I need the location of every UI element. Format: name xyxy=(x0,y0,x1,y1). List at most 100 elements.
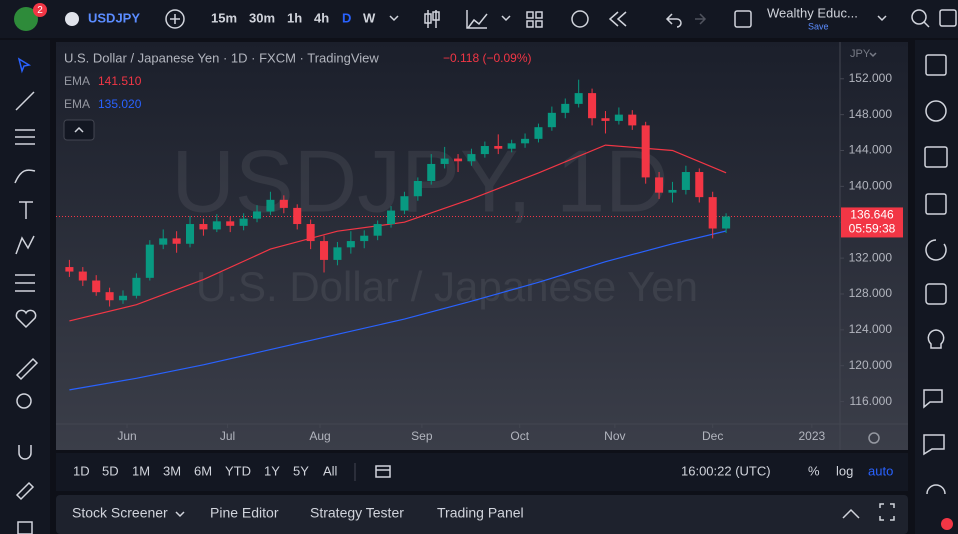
clock[interactable]: 16:00:22 (UTC) xyxy=(681,463,771,478)
candle-body xyxy=(279,199,288,208)
candle-body xyxy=(346,241,355,248)
candle-body xyxy=(601,118,610,121)
trend-line-tool[interactable] xyxy=(15,91,35,111)
y-tick-label: 120.000 xyxy=(849,358,893,372)
calendar[interactable] xyxy=(925,283,947,305)
candle-body xyxy=(253,211,262,219)
candle-body xyxy=(655,177,664,193)
watchlist[interactable] xyxy=(925,54,947,76)
layouts[interactable] xyxy=(526,11,543,28)
auto-toggle[interactable]: auto xyxy=(868,463,893,478)
search[interactable] xyxy=(911,9,927,25)
currency[interactable]: JPY xyxy=(850,48,871,60)
legend-name: EMA xyxy=(64,97,90,111)
chart-type[interactable] xyxy=(424,10,440,28)
candle-body xyxy=(668,189,677,193)
interval-menu[interactable] xyxy=(389,15,399,22)
news[interactable] xyxy=(924,146,948,168)
panel-tab[interactable]: Strategy Tester xyxy=(310,505,404,521)
layout-name[interactable]: Wealthy Educ... xyxy=(767,5,858,20)
interval[interactable]: D xyxy=(342,10,351,25)
range-button[interactable]: 5D xyxy=(102,463,119,478)
candle-body xyxy=(333,247,342,260)
brush-tool[interactable] xyxy=(14,169,36,184)
candle-body xyxy=(145,244,154,278)
alert[interactable] xyxy=(571,10,589,28)
streams[interactable] xyxy=(923,434,945,456)
favorites-tool[interactable] xyxy=(15,309,37,329)
logo[interactable] xyxy=(14,7,38,31)
text-tool[interactable] xyxy=(19,201,33,219)
select-layout[interactable] xyxy=(734,10,752,28)
percent-toggle[interactable]: % xyxy=(808,463,820,478)
fib-tool[interactable] xyxy=(15,129,35,145)
candle-body xyxy=(534,127,543,139)
interval[interactable]: 1h xyxy=(287,10,302,25)
ideas[interactable] xyxy=(927,329,945,349)
candle-body xyxy=(185,224,195,244)
save[interactable]: Save xyxy=(808,21,829,31)
range-button[interactable]: 1Y xyxy=(264,463,280,478)
cursor-tool[interactable] xyxy=(17,57,32,74)
candle-body xyxy=(708,197,717,229)
collapse-legend[interactable] xyxy=(63,119,95,141)
range-button[interactable]: 5Y xyxy=(293,463,309,478)
collapse-panel[interactable] xyxy=(842,508,860,519)
watermark-symbol: USDJPY, 1D xyxy=(171,131,668,230)
currency-menu xyxy=(869,52,877,58)
range-button[interactable]: YTD xyxy=(225,463,251,478)
symbol[interactable]: USDJPY xyxy=(88,10,140,25)
broadcast[interactable] xyxy=(926,484,946,495)
lock-icon[interactable] xyxy=(17,521,33,534)
undo[interactable] xyxy=(665,13,682,28)
date-range[interactable] xyxy=(375,465,391,478)
candle-body xyxy=(695,172,704,198)
x-tick-label: Oct xyxy=(510,429,529,443)
range-button[interactable]: 1D xyxy=(73,463,90,478)
candle-body xyxy=(400,196,409,211)
prediction-tool[interactable] xyxy=(15,274,35,292)
range-button[interactable]: 3M xyxy=(163,463,181,478)
y-tick-label: 144.000 xyxy=(849,143,893,157)
badge xyxy=(33,3,47,17)
candle-body xyxy=(92,280,101,293)
alerts[interactable] xyxy=(925,100,947,122)
lock-tool[interactable] xyxy=(15,481,35,501)
range-button[interactable]: 6M xyxy=(194,463,212,478)
add-symbol[interactable] xyxy=(165,9,185,29)
legend-value: 135.020 xyxy=(98,97,142,111)
candle-body xyxy=(159,238,168,245)
y-tick-label: 148.000 xyxy=(849,107,893,121)
indicators[interactable] xyxy=(466,10,488,29)
screener-menu[interactable] xyxy=(175,511,185,518)
fullscreen[interactable] xyxy=(939,9,957,27)
range-button[interactable]: 1M xyxy=(132,463,150,478)
magnet-tool[interactable] xyxy=(18,445,32,460)
hotlists[interactable] xyxy=(925,239,947,261)
panel-tab[interactable]: Stock Screener xyxy=(72,505,168,521)
range-button[interactable]: All xyxy=(323,463,338,478)
panel-tab[interactable]: Pine Editor xyxy=(210,505,279,521)
candle-body xyxy=(172,238,181,244)
candle-body xyxy=(387,210,396,225)
interval[interactable]: W xyxy=(363,10,376,25)
replay[interactable] xyxy=(608,11,627,27)
interval[interactable]: 15m xyxy=(211,10,237,25)
ruler-tool[interactable] xyxy=(15,357,39,381)
maximize-panel[interactable] xyxy=(879,503,895,521)
candle-body xyxy=(574,93,583,104)
data-window[interactable] xyxy=(925,193,947,215)
interval[interactable]: 4h xyxy=(314,10,329,25)
pattern-tool[interactable] xyxy=(15,235,35,255)
zoom-tool[interactable] xyxy=(16,393,32,409)
legend-value: 141.510 xyxy=(98,74,142,88)
settings[interactable] xyxy=(868,432,880,444)
panel-tab[interactable]: Trading Panel xyxy=(437,505,524,521)
search-handle xyxy=(923,21,930,28)
log-toggle[interactable]: log xyxy=(836,463,853,478)
layout-menu[interactable] xyxy=(877,15,887,22)
indicators-menu[interactable] xyxy=(501,15,511,22)
candle-body xyxy=(440,158,449,164)
interval[interactable]: 30m xyxy=(249,10,275,25)
chats[interactable] xyxy=(923,389,943,409)
